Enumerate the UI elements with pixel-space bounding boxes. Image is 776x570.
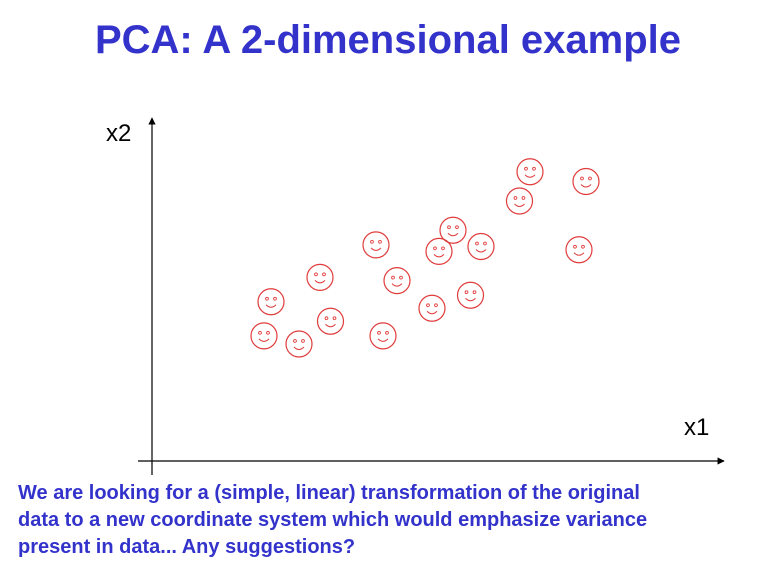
caption-line: present in data... Any suggestions? bbox=[18, 536, 356, 558]
data-point bbox=[467, 232, 495, 261]
data-point bbox=[516, 158, 544, 186]
data-point bbox=[439, 216, 467, 244]
data-point bbox=[250, 322, 278, 350]
data-point bbox=[362, 231, 390, 259]
data-point bbox=[572, 167, 600, 196]
data-point bbox=[418, 294, 446, 322]
data-point bbox=[456, 281, 485, 309]
data-point bbox=[565, 236, 593, 264]
slide-title: PCA: A 2-dimensional example bbox=[94, 18, 682, 62]
y-axis-label: x2 bbox=[106, 120, 132, 147]
caption-line: We are looking for a (simple, linear) tr… bbox=[18, 482, 640, 504]
data-point bbox=[285, 330, 313, 358]
data-point bbox=[505, 187, 534, 215]
data-point bbox=[306, 263, 334, 291]
caption: We are looking for a (simple, linear) tr… bbox=[18, 480, 768, 561]
caption-line: data to a new coordinate system which wo… bbox=[18, 509, 648, 531]
x-axis-label: x1 bbox=[684, 414, 710, 441]
data-points bbox=[250, 158, 600, 358]
data-point bbox=[383, 267, 411, 295]
data-point bbox=[257, 288, 285, 316]
data-point bbox=[425, 237, 453, 265]
data-point bbox=[316, 307, 345, 335]
data-point bbox=[369, 322, 397, 350]
